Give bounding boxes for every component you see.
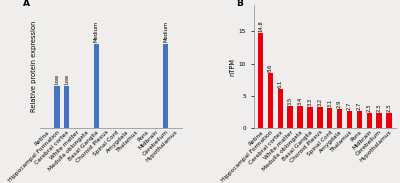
- Text: 3.3: 3.3: [308, 98, 312, 106]
- Bar: [317, 107, 322, 128]
- Text: 2.3: 2.3: [386, 104, 392, 112]
- Text: 2.3: 2.3: [367, 104, 372, 112]
- Bar: [347, 111, 352, 128]
- Text: 3.1: 3.1: [327, 99, 332, 107]
- Text: 2.7: 2.7: [357, 101, 362, 110]
- Text: 6.1: 6.1: [278, 79, 283, 88]
- Text: Medium: Medium: [163, 21, 168, 42]
- Bar: [54, 86, 60, 128]
- Text: B: B: [236, 0, 243, 8]
- Bar: [337, 109, 342, 128]
- Bar: [297, 106, 303, 128]
- Bar: [357, 111, 362, 128]
- Text: 2.7: 2.7: [347, 101, 352, 110]
- Text: 3.2: 3.2: [317, 98, 322, 107]
- Y-axis label: Relative protein expression: Relative protein expression: [31, 21, 37, 112]
- Text: 2.9: 2.9: [337, 100, 342, 108]
- Text: 8.6: 8.6: [268, 63, 273, 72]
- Text: Medium: Medium: [94, 21, 99, 42]
- Text: 3.4: 3.4: [298, 97, 302, 105]
- Text: Low: Low: [64, 74, 69, 84]
- Bar: [278, 89, 283, 128]
- Text: 2.3: 2.3: [377, 104, 382, 112]
- Bar: [258, 33, 263, 128]
- Bar: [288, 106, 293, 128]
- Bar: [163, 44, 168, 128]
- Text: 14.8: 14.8: [258, 20, 263, 32]
- Bar: [64, 86, 70, 128]
- Y-axis label: nTPM: nTPM: [230, 58, 236, 76]
- Bar: [366, 113, 372, 128]
- Bar: [327, 108, 332, 128]
- Text: 3.5: 3.5: [288, 96, 293, 104]
- Bar: [94, 44, 99, 128]
- Bar: [376, 113, 382, 128]
- Bar: [386, 113, 392, 128]
- Bar: [268, 73, 273, 128]
- Bar: [307, 107, 313, 128]
- Text: A: A: [23, 0, 30, 8]
- Text: Low: Low: [54, 74, 59, 84]
